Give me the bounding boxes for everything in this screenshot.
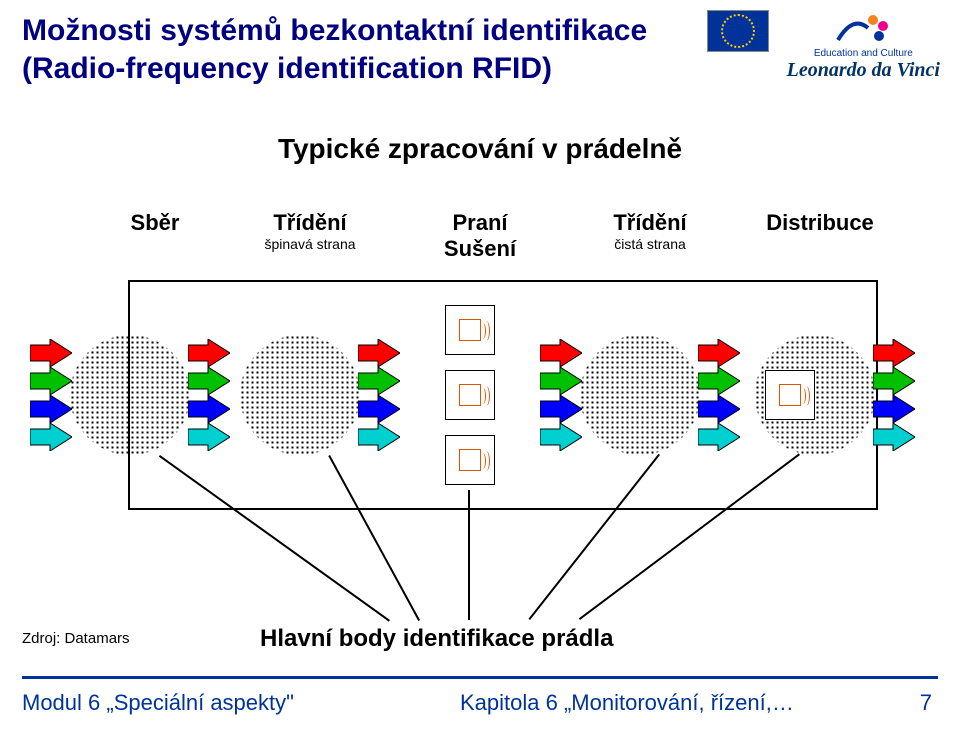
stage-label: Sběr: [105, 210, 205, 236]
stage-sublabel: Sušení: [420, 236, 540, 262]
flow-arrow-out: [873, 395, 915, 423]
ldv-subtext: Education and Culture: [787, 48, 940, 59]
footer-divider: [22, 676, 938, 679]
header-logos: Education and Culture Leonardo da Vinci: [707, 10, 940, 82]
stage-label: Praní: [420, 210, 540, 236]
footer-right: Kapitola 6 „Monitorování, řízení,…: [460, 690, 794, 716]
stage-label: Třídění: [575, 210, 725, 236]
footer-left: Modul 6 „Speciální aspekty": [22, 690, 294, 716]
stage-label: Distribuce: [740, 210, 900, 236]
flow-arrow-in: [30, 367, 72, 395]
slide-subtitle: Typické zpracování v prádelně: [0, 133, 960, 165]
flow-arrow-out: [873, 423, 915, 451]
ldv-swoosh-icon: [833, 10, 893, 46]
ldv-name: Leonardo da Vinci: [787, 59, 940, 82]
leonardo-logo: Education and Culture Leonardo da Vinci: [787, 10, 940, 82]
stage-sber: Sběr: [105, 210, 205, 236]
source-credit: Zdroj: Datamars: [22, 630, 130, 647]
eu-flag-icon: [707, 10, 769, 52]
flow-arrow-out: [873, 339, 915, 367]
flow-arrow-in: [30, 423, 72, 451]
stage-sublabel: špinavá strana: [230, 236, 390, 252]
flow-arrow-in: [30, 395, 72, 423]
diagram-caption: Hlavní body identifikace prádla: [260, 625, 613, 653]
process-box: [128, 280, 878, 510]
stage-sublabel: čistá strana: [575, 236, 725, 252]
stage-trideni-spinava: Třídění špinavá strana: [230, 210, 390, 252]
flow-arrow-out: [873, 367, 915, 395]
stage-distribuce: Distribuce: [740, 210, 900, 236]
stage-label: Třídění: [230, 210, 390, 236]
flow-arrow-in: [30, 339, 72, 367]
footer-page-number: 7: [920, 690, 932, 716]
stage-trideni-cista: Třídění čistá strana: [575, 210, 725, 252]
stage-prani-suseni: Praní Sušení: [420, 210, 540, 262]
